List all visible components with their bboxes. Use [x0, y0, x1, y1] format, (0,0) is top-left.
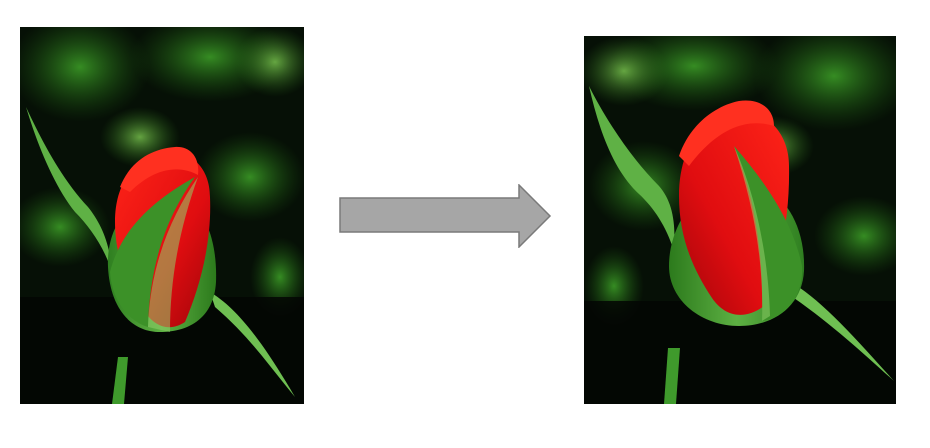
- arrow-shape: [339, 184, 552, 248]
- flipped-rose-image: [584, 36, 896, 404]
- original-rose-image: [20, 27, 304, 404]
- right-arrow: [339, 184, 552, 248]
- rose-photo-right: [584, 36, 896, 404]
- rose-photo-left: [20, 27, 304, 404]
